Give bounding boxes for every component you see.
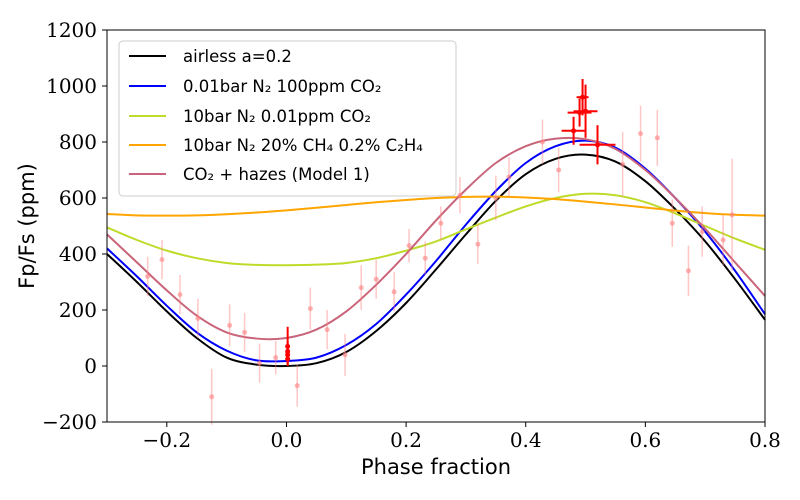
x-tick-label: 0.6 (629, 428, 661, 452)
faint-data-point (242, 329, 248, 335)
faint-data-point (159, 257, 165, 263)
bold-data-point (571, 128, 577, 134)
series-line (106, 192, 766, 267)
faint-data-point (342, 352, 348, 358)
legend-label: CO₂ + hazes (Model 1) (183, 165, 370, 184)
faint-data-point (620, 161, 626, 167)
series-line (106, 136, 766, 341)
faint-data-point (307, 306, 313, 312)
legend-label: 0.01bar N₂ 100ppm CO₂ (183, 77, 381, 96)
faint-data-point (438, 220, 444, 226)
faint-data-point (506, 174, 512, 180)
faint-data-point (391, 289, 397, 295)
model-curves (106, 136, 766, 368)
faint-data-point (729, 212, 735, 218)
faint-data-point (145, 273, 151, 279)
y-tick-label: 200 (59, 298, 97, 322)
faint-data-point (669, 220, 675, 226)
faint-data-point (638, 131, 644, 137)
faint-data-point (406, 243, 412, 249)
y-tick-label: 800 (59, 130, 97, 154)
faint-data-point (720, 237, 726, 243)
legend-entry: 10bar N₂ 0.01ppm CO₂ (129, 107, 371, 126)
bold-observations (285, 79, 616, 366)
faint-data-point (475, 241, 481, 247)
x-axis-label: Phase fraction (361, 455, 511, 479)
y-axis-label: Fp/Fs (ppm) (15, 163, 39, 289)
y-tick-label: 1000 (46, 74, 97, 98)
x-tick-label: 0.0 (271, 428, 303, 452)
faint-observations (145, 105, 735, 425)
faint-data-point (227, 322, 233, 328)
series-line (106, 195, 766, 217)
legend-label: airless a=0.2 (183, 47, 292, 66)
legend-label: 10bar N₂ 0.01ppm CO₂ (183, 107, 371, 126)
faint-data-point (209, 394, 215, 400)
faint-data-point (493, 195, 499, 201)
faint-data-point (539, 139, 545, 145)
y-tick-label: 600 (59, 186, 97, 210)
plot-frame (106, 29, 766, 423)
faint-data-point (556, 167, 562, 173)
faint-data-point (195, 315, 201, 321)
faint-data-point (324, 327, 330, 333)
faint-data-point (457, 192, 463, 198)
bold-data-point (583, 108, 589, 114)
legend-label: 10bar N₂ 20% CH₄ 0.2% C₂H₄ (183, 136, 423, 155)
y-tick-label: −200 (42, 410, 97, 434)
faint-data-point (257, 360, 263, 366)
faint-data-point (699, 229, 705, 235)
series-line (106, 153, 766, 368)
faint-data-point (373, 276, 379, 282)
legend-entry: 0.01bar N₂ 100ppm CO₂ (129, 77, 381, 96)
faint-data-point (654, 135, 660, 141)
legend-frame (118, 40, 457, 197)
legend: airless a=0.2 0.01bar N₂ 100ppm CO₂ 10ba… (118, 40, 457, 197)
y-axis-ticks: −200 0 200 400 600 800 1000 1200 (42, 18, 107, 434)
y-tick-label: 400 (59, 242, 97, 266)
faint-data-point (685, 268, 691, 274)
x-axis-ticks: −0.2 0.0 0.2 0.4 0.6 0.8 (143, 422, 781, 452)
legend-entry: 10bar N₂ 20% CH₄ 0.2% C₂H₄ (129, 136, 423, 155)
x-tick-label: −0.2 (143, 428, 192, 452)
x-tick-label: 0.8 (749, 428, 781, 452)
bold-data-point (285, 356, 291, 362)
faint-data-point (358, 285, 364, 291)
faint-data-point (422, 255, 428, 261)
bold-data-point (580, 94, 586, 100)
faint-data-point (294, 383, 300, 389)
x-tick-label: 0.4 (510, 428, 542, 452)
faint-data-point (273, 355, 279, 361)
bold-data-point (595, 142, 601, 148)
y-tick-label: 1200 (46, 18, 97, 42)
legend-entry: airless a=0.2 (129, 47, 292, 66)
x-tick-label: 0.2 (390, 428, 422, 452)
y-tick-label: 0 (84, 354, 97, 378)
faint-data-point (177, 292, 183, 298)
legend-entry: CO₂ + hazes (Model 1) (129, 165, 370, 184)
